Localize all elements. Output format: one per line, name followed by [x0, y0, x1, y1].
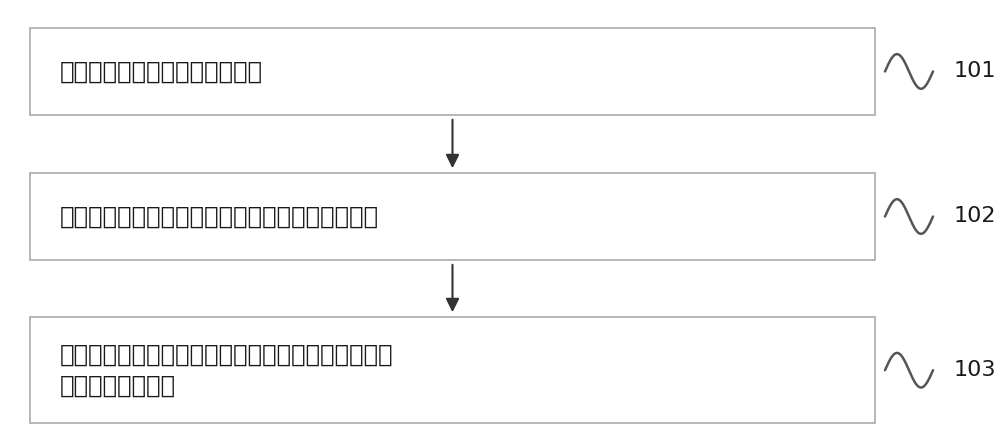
Text: 通过主链条在阳离子隔膜结构内链传输所述待镀板: 通过主链条在阳离子隔膜结构内链传输所述待镀板 — [60, 204, 379, 229]
Text: 采用上位移电镀夹具夹紧待镀板: 采用上位移电镀夹具夹紧待镀板 — [60, 59, 263, 84]
FancyBboxPatch shape — [30, 173, 875, 260]
FancyBboxPatch shape — [30, 28, 875, 115]
Text: 102: 102 — [954, 207, 996, 226]
Text: 103: 103 — [954, 360, 996, 380]
FancyBboxPatch shape — [30, 317, 875, 423]
Text: 101: 101 — [954, 61, 996, 81]
Text: 采用独立阳极室以及所述阳离子隔膜内的复合酸体系
对待镀板进行电镀: 采用独立阳极室以及所述阳离子隔膜内的复合酸体系 对待镀板进行电镀 — [60, 343, 394, 398]
